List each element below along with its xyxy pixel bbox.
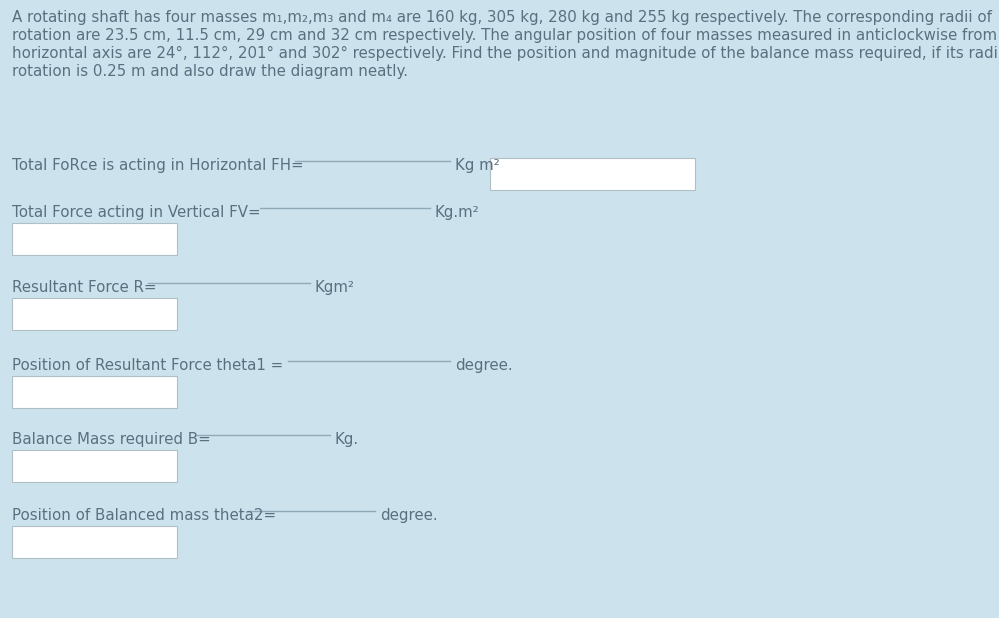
- Text: horizontal axis are 24°, 112°, 201° and 302° respectively. Find the position and: horizontal axis are 24°, 112°, 201° and …: [12, 46, 999, 61]
- Text: A rotating shaft has four masses m₁,m₂,m₃ and m₄ are 160 kg, 305 kg, 280 kg and : A rotating shaft has four masses m₁,m₂,m…: [12, 10, 992, 25]
- FancyBboxPatch shape: [12, 450, 177, 482]
- FancyBboxPatch shape: [12, 376, 177, 408]
- Text: Kg m²: Kg m²: [455, 158, 500, 173]
- Text: degree.: degree.: [455, 358, 512, 373]
- Text: rotation are 23.5 cm, 11.5 cm, 29 cm and 32 cm respectively. The angular positio: rotation are 23.5 cm, 11.5 cm, 29 cm and…: [12, 28, 997, 43]
- Text: Kg.: Kg.: [335, 432, 359, 447]
- Text: Total FoRce is acting in Horizontal FH=: Total FoRce is acting in Horizontal FH=: [12, 158, 304, 173]
- Text: Total Force acting in Vertical FV=: Total Force acting in Vertical FV=: [12, 205, 261, 220]
- Text: Kgm²: Kgm²: [315, 280, 355, 295]
- Text: degree.: degree.: [380, 508, 438, 523]
- FancyBboxPatch shape: [490, 158, 695, 190]
- Text: rotation is 0.25 m and also draw the diagram neatly.: rotation is 0.25 m and also draw the dia…: [12, 64, 408, 79]
- FancyBboxPatch shape: [12, 223, 177, 255]
- Text: Kg.m²: Kg.m²: [435, 205, 480, 220]
- Text: Balance Mass required B=: Balance Mass required B=: [12, 432, 211, 447]
- Text: Resultant Force R=: Resultant Force R=: [12, 280, 157, 295]
- FancyBboxPatch shape: [12, 298, 177, 330]
- FancyBboxPatch shape: [12, 526, 177, 558]
- Text: Position of Resultant Force theta1 =: Position of Resultant Force theta1 =: [12, 358, 284, 373]
- Text: Position of Balanced mass theta2=: Position of Balanced mass theta2=: [12, 508, 276, 523]
